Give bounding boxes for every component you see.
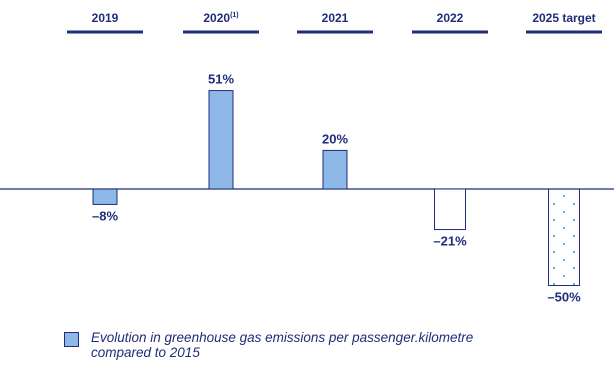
year-label-2025-target: 2025 target [532,11,595,25]
year-label-2020: 2020(1) [203,11,238,25]
legend: Evolution in greenhouse gas emissions pe… [64,330,584,360]
bar-2025-target [549,189,580,286]
value-label-2022: –21% [433,234,467,249]
bar-2022 [435,189,466,230]
bar-2019 [93,189,117,204]
legend-text: Evolution in greenhouse gas emissions pe… [91,330,473,360]
bar-2020 [209,91,233,189]
value-label-2019: –8% [92,208,118,223]
legend-line-1: Evolution in greenhouse gas emissions pe… [91,330,473,345]
value-label-2020: 51% [208,72,234,87]
value-label-2021: 20% [322,131,348,146]
year-label-2021: 2021 [322,11,349,25]
legend-line-2: compared to 2015 [91,345,473,360]
emissions-bar-chart: 2019 –8% 2020(1) 51% 2021 20% 2022 –21% 2025 tar… [0,0,614,325]
year-label-2022: 2022 [437,11,464,25]
legend-swatch [64,332,79,347]
footnote-marker: (1) [230,12,239,19]
year-label-2019: 2019 [92,11,119,25]
value-label-2025-target: –50% [547,290,581,305]
bar-2021 [323,150,347,189]
